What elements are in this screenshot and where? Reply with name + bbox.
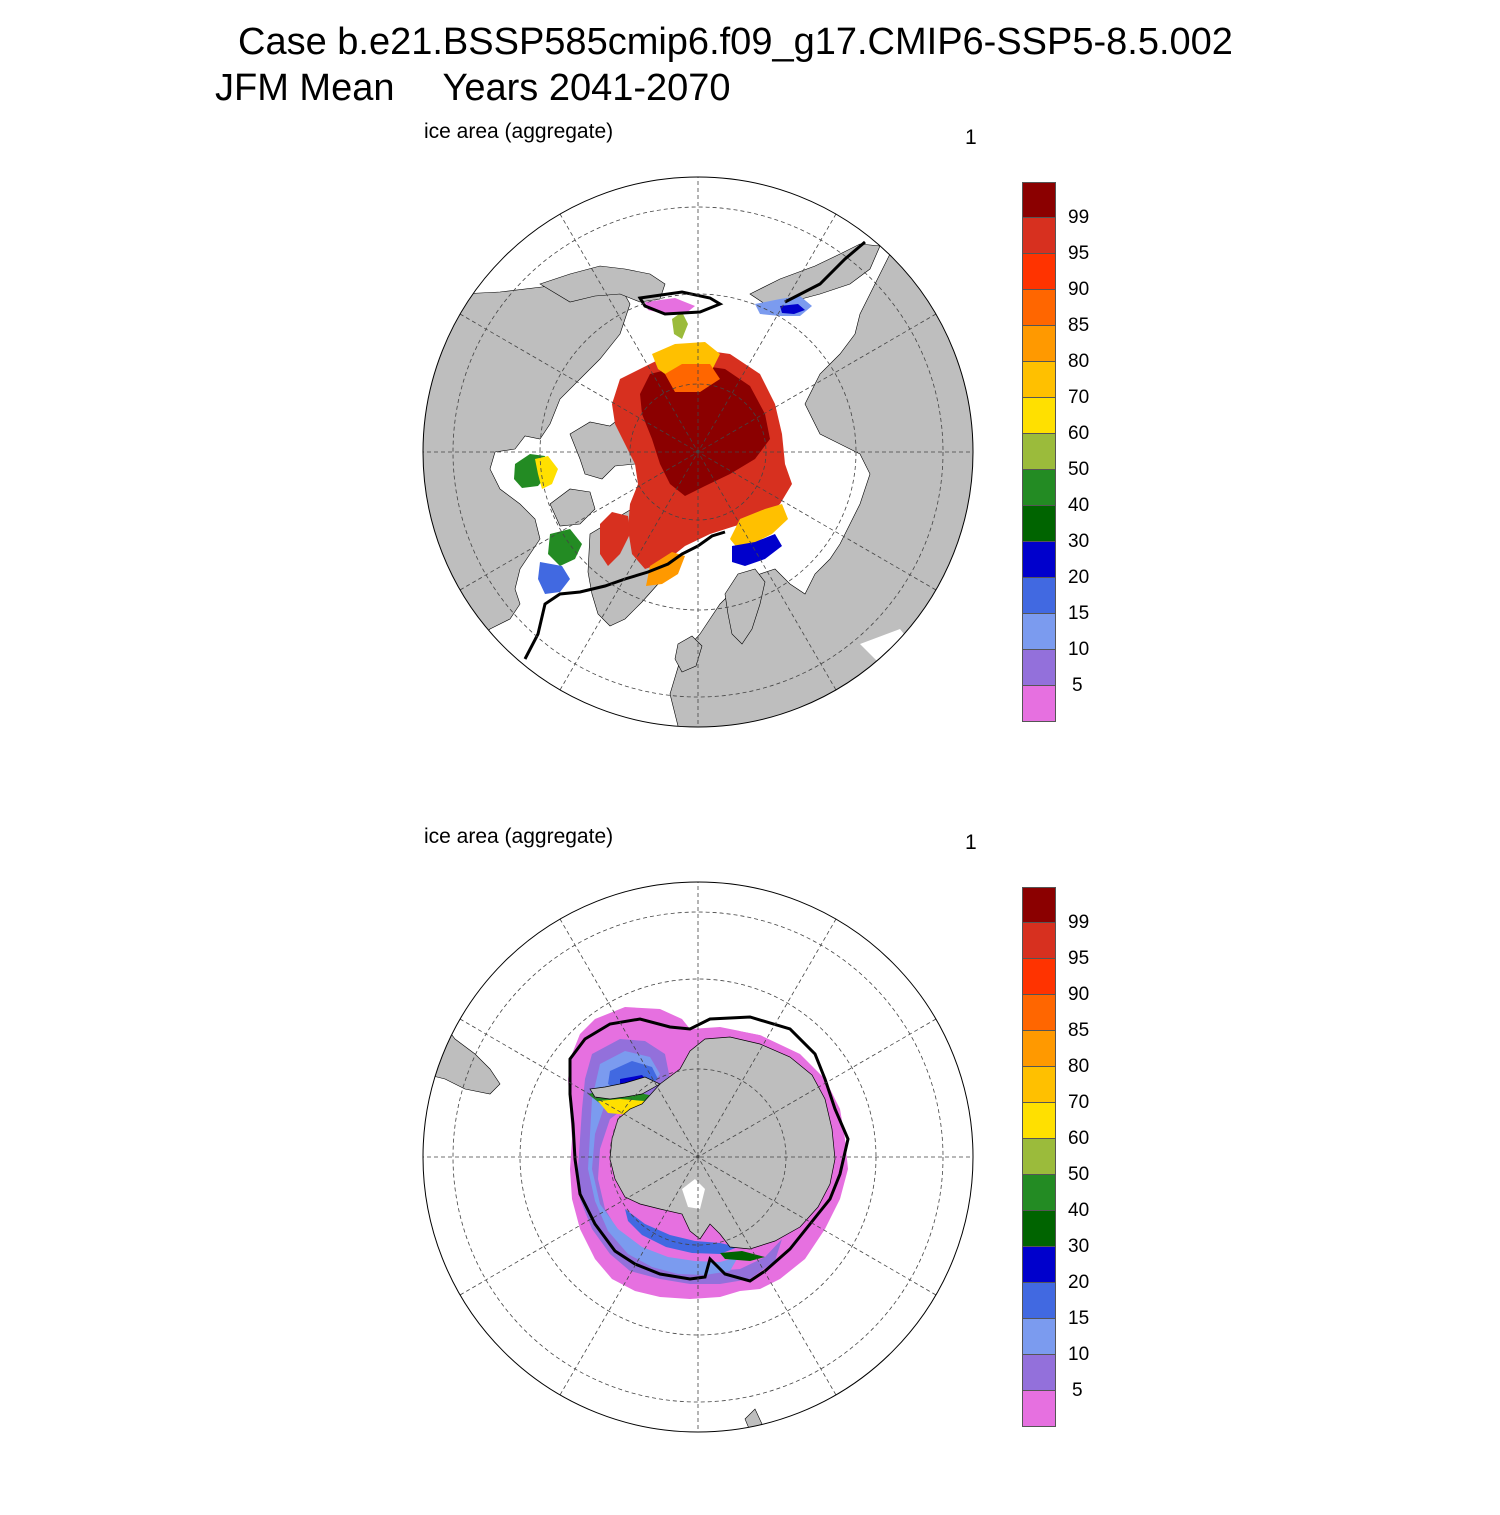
colorbar-tick: 95: [1068, 243, 1090, 264]
arctic-ice-barents-rainbow: [730, 504, 788, 549]
colorbar-tick: 15: [1068, 1308, 1090, 1329]
colorbar-tick: 95: [1068, 948, 1090, 969]
colorbar-tick: 5: [1072, 675, 1083, 696]
colorbar-tick: 50: [1068, 1164, 1090, 1185]
arctic-variable-label: ice area (aggregate): [424, 120, 614, 143]
colorbar-tick: 60: [1068, 423, 1090, 444]
antarctic-map-border: [422, 881, 974, 1433]
colorbar-box: [1022, 542, 1056, 578]
antarctic-ice-edge-contour: [568, 1015, 850, 1283]
scandinavia-land: [724, 568, 766, 645]
alaska-land: [539, 265, 666, 303]
colorbar-box: [1022, 650, 1056, 686]
colorbar-tick: 70: [1068, 387, 1090, 408]
years-label: Years 2041-2070: [442, 67, 731, 109]
arctic-ice-bering-60: [672, 312, 688, 339]
colorbar-tick: 30: [1068, 1236, 1090, 1257]
colorbar-tick: 30: [1068, 531, 1090, 552]
colorbar-box: [1022, 326, 1056, 362]
arctic-graticule: [423, 177, 973, 727]
colorbar-box: [1022, 1319, 1056, 1355]
colorbar-box: [1022, 686, 1056, 722]
figure-title-case: Case b.e21.BSSP585cmip6.f09_g17.CMIP6-SS…: [238, 21, 1233, 63]
colorbar-tick: 80: [1068, 1056, 1090, 1077]
colorbar-tick: 20: [1068, 1272, 1090, 1293]
arctic-ice-beaufort-80: [665, 364, 720, 392]
colorbar-tick: 99: [1068, 207, 1090, 228]
colorbar-box: [1022, 362, 1056, 398]
antarctic-right-label: 1: [965, 831, 977, 854]
colorbar-box: [1022, 1211, 1056, 1247]
colorbar-box: [1022, 1283, 1056, 1319]
colorbar-box: [1022, 1175, 1056, 1211]
colorbar-box: [1022, 1355, 1056, 1391]
colorbar-tick: 20: [1068, 567, 1090, 588]
antarctic-ice-ross-green: [720, 1251, 765, 1261]
colorbar-tick: 90: [1068, 279, 1090, 300]
colorbar-tick: 80: [1068, 351, 1090, 372]
colorbar-box: [1022, 218, 1056, 254]
colorbar-box: [1022, 254, 1056, 290]
colorbar-box: [1022, 1031, 1056, 1067]
colorbar-box: [1022, 506, 1056, 542]
colorbar-box: [1022, 182, 1056, 218]
colorbar-tick: 40: [1068, 1200, 1090, 1221]
weddell-ice-shelf-gap: [710, 1014, 810, 1047]
figure-title-period: JFM Mean Years 2041-2070: [215, 66, 731, 110]
antarctic-variable-label: ice area (aggregate): [424, 825, 614, 848]
colorbar-tick: 99: [1068, 912, 1090, 933]
arctic-ice-barents-blue: [732, 534, 782, 566]
colorbar-box: [1022, 995, 1056, 1031]
colorbar-box: [1022, 470, 1056, 506]
colorbar-tick: 60: [1068, 1128, 1090, 1149]
arctic-right-label: 1: [965, 126, 977, 149]
arctic-ice-baffin-red: [600, 512, 630, 566]
colorbar-box: [1022, 1391, 1056, 1427]
colorbar-box: [1022, 959, 1056, 995]
antarctic-panel: ice area (aggregate) 1: [0, 815, 1500, 1515]
arctic-ice-labrador-green: [548, 529, 582, 566]
arctic-panel: ice area (aggregate) 1: [0, 110, 1500, 810]
colorbar-box: [1022, 578, 1056, 614]
colorbar-box: [1022, 1139, 1056, 1175]
antarctic-map: [422, 881, 974, 1433]
colorbar-box: [1022, 1247, 1056, 1283]
british-isles-land: [674, 635, 703, 673]
arctic-ice-labrador-blue: [538, 562, 570, 594]
colorbar-box: [1022, 923, 1056, 959]
colorbar-tick: 10: [1068, 1344, 1090, 1365]
antarctic-peninsula-land: [589, 1076, 661, 1100]
colorbar-box: [1022, 290, 1056, 326]
colorbar-tick: 40: [1068, 495, 1090, 516]
colorbar-tick: 15: [1068, 603, 1090, 624]
colorbar-box: [1022, 614, 1056, 650]
hudson-bay-inner-land: [549, 488, 596, 527]
colorbar-tick: 85: [1068, 315, 1090, 336]
colorbar-tick: 5: [1072, 1380, 1083, 1401]
arctic-ice-edge-contour-okhotsk: [784, 240, 866, 304]
antarctic-colorbar: 99 95 90 85 80 70 60 50 40 30 20 15 10 5: [1022, 887, 1122, 1429]
colorbar-tick: 10: [1068, 639, 1090, 660]
colorbar-box: [1022, 434, 1056, 470]
arctic-ice-okhotsk-inner: [780, 304, 805, 314]
antarctic-ice-15: [588, 1051, 738, 1275]
colorbar-box: [1022, 887, 1056, 923]
season-label: JFM Mean: [215, 67, 395, 109]
arctic-colorbar: 99 95 90 85 80 70 60 50 40 30 20 15 10 5: [1022, 182, 1122, 724]
colorbar-tick: 70: [1068, 1092, 1090, 1113]
arctic-ice-edge-contour: [637, 290, 724, 316]
colorbar-tick: 50: [1068, 459, 1090, 480]
colorbar-box: [1022, 1067, 1056, 1103]
colorbar-box: [1022, 398, 1056, 434]
arctic-map: [422, 176, 974, 728]
colorbar-tick: 85: [1068, 1020, 1090, 1041]
arctic-map-border: [422, 176, 974, 728]
ross-ice-shelf-gap: [682, 1179, 705, 1209]
antarctic-graticule: [423, 882, 973, 1432]
colorbar-tick: 90: [1068, 984, 1090, 1005]
colorbar-box: [1022, 1103, 1056, 1139]
arctic-ice-99: [640, 364, 770, 496]
